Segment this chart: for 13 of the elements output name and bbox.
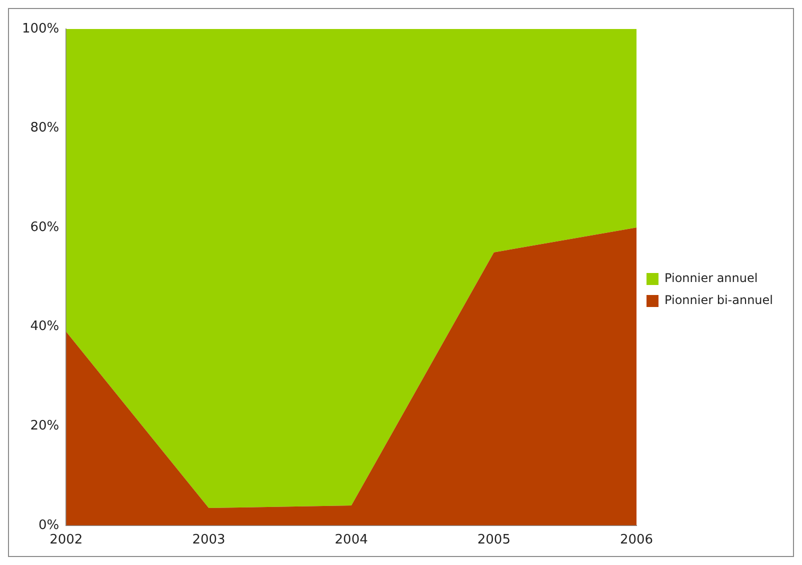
legend-label: Pionnier annuel	[664, 271, 758, 286]
y-tick-label: 40%	[30, 319, 60, 334]
y-tick-label: 80%	[30, 120, 60, 136]
y-tick-label: 0%	[38, 518, 60, 533]
x-tick-label: 2006	[620, 532, 654, 548]
x-tick-label: 2005	[477, 532, 510, 548]
y-tick-label: 20%	[30, 418, 60, 434]
y-tick-label: 100%	[22, 21, 60, 36]
legend-label: Pionnier bi-annuel	[664, 293, 774, 308]
x-tick-label: 2002	[50, 532, 83, 548]
x-tick-label: 2003	[192, 532, 226, 548]
x-tick-label: 2004	[334, 532, 368, 548]
y-tick-label: 60%	[30, 220, 60, 235]
